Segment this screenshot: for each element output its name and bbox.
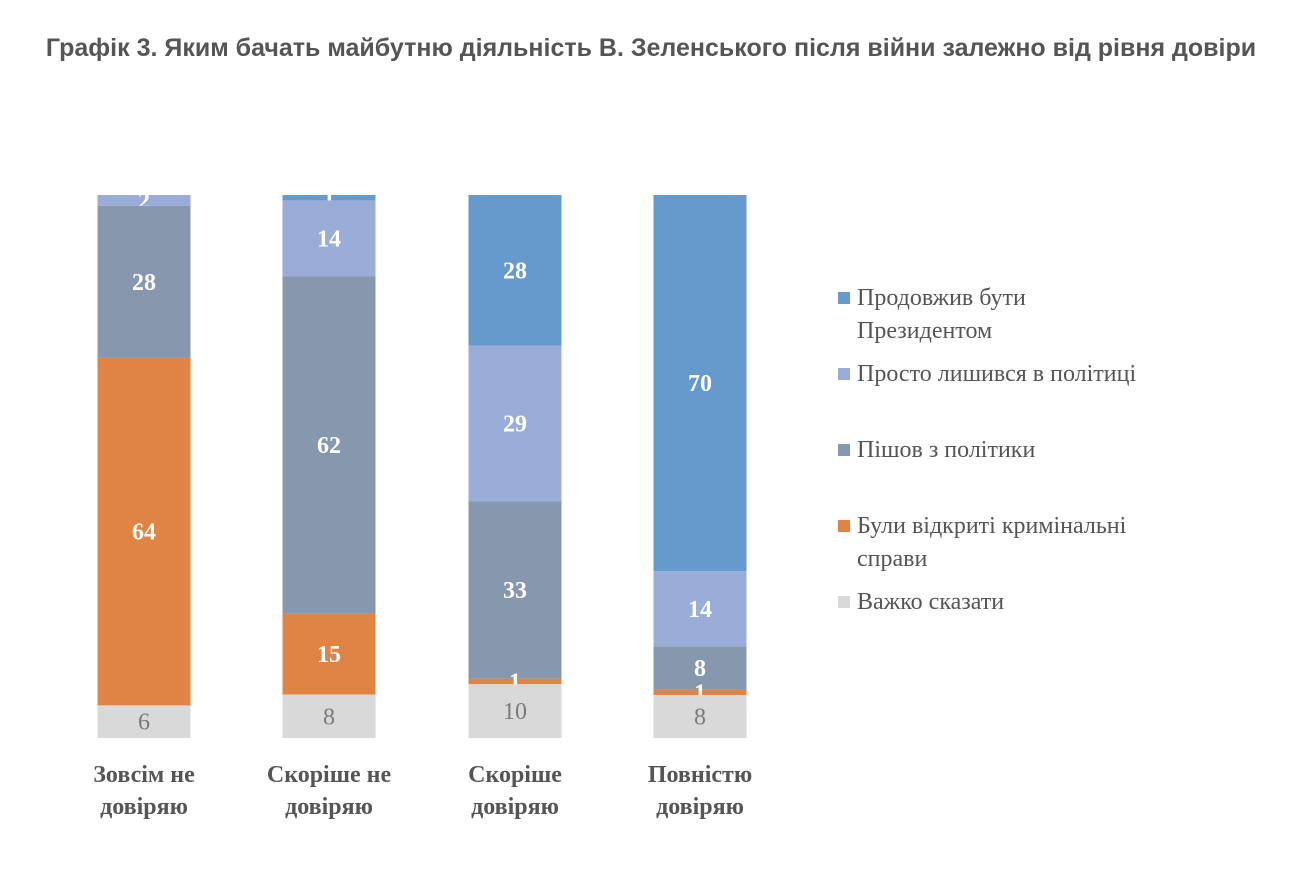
bar-segment-3-3 [468, 501, 562, 679]
category-label-2-line-2: довіряю [285, 794, 373, 820]
data-label-4-5: 8 [694, 704, 706, 730]
legend-swatch-4 [838, 520, 850, 532]
data-label-3-5: 10 [503, 699, 527, 725]
legend-label-3: Пішов з політики [857, 437, 1036, 463]
data-label-2-4: 15 [317, 642, 341, 668]
bar-segment-2-3 [282, 276, 376, 614]
legend-swatch-5 [838, 596, 850, 608]
bar-segment-1-5 [97, 705, 191, 738]
bar-segment-3-2 [468, 345, 562, 502]
legend-swatch-3 [838, 444, 850, 456]
bar-segment-2-4 [282, 613, 376, 695]
bar-segment-1-2 [97, 195, 191, 206]
data-label-1-5: 6 [138, 710, 150, 736]
category-label-3-line-2: довіряю [471, 794, 559, 820]
bar-segment-1-4 [97, 357, 191, 706]
legend-swatch-1 [838, 292, 850, 304]
bar-segment-4-5 [653, 694, 747, 738]
bar-segment-2-2 [282, 200, 376, 277]
bar-segment-3-4 [468, 678, 562, 685]
bar-segment-2-5 [282, 694, 376, 738]
legend-label-1: Продовжив бути Президентом [857, 285, 1026, 344]
data-label-1-4: 64 [132, 520, 156, 546]
data-label-3-3: 33 [503, 578, 527, 604]
bar-segment-2-1 [282, 195, 376, 201]
data-label-3-1: 28 [503, 258, 527, 284]
category-label-4-line-1: Повністю [648, 762, 752, 788]
legend-swatch-2 [838, 368, 850, 380]
category-label-1-line-2: довіряю [100, 794, 188, 820]
data-label-1-3: 28 [132, 270, 156, 296]
data-label-2-3: 62 [317, 433, 341, 459]
legend-label-5: Важко сказати [857, 589, 1005, 615]
bar-segment-4-3 [653, 646, 747, 690]
data-label-2-2: 14 [317, 226, 341, 252]
bar-segment-4-1 [653, 195, 747, 572]
data-label-4-3: 8 [694, 656, 706, 682]
bar-segment-1-3 [97, 205, 191, 358]
legend-label-2: Просто лишився в політиці [857, 361, 1137, 387]
bar-segment-4-2 [653, 571, 747, 647]
data-label-4-1: 70 [688, 371, 712, 397]
legend-label-4: Були відкриті кримінальні справи [857, 513, 1127, 572]
bar-segment-3-5 [468, 684, 562, 738]
category-label-2-line-1: Скоріше не [267, 762, 392, 788]
chart-title: Графік 3. Яким бачать майбутню діяльніст… [45, 34, 1257, 62]
category-label-1-line-1: Зовсім не [93, 762, 195, 788]
bar-segment-3-1 [468, 195, 562, 346]
data-label-2-5: 8 [323, 704, 335, 730]
category-label-4-line-2: довіряю [656, 794, 744, 820]
data-label-4-2: 14 [688, 597, 712, 623]
category-label-3-line-1: Скоріше [468, 762, 562, 788]
data-label-3-2: 29 [503, 411, 527, 437]
bar-segment-4-4 [653, 689, 747, 695]
